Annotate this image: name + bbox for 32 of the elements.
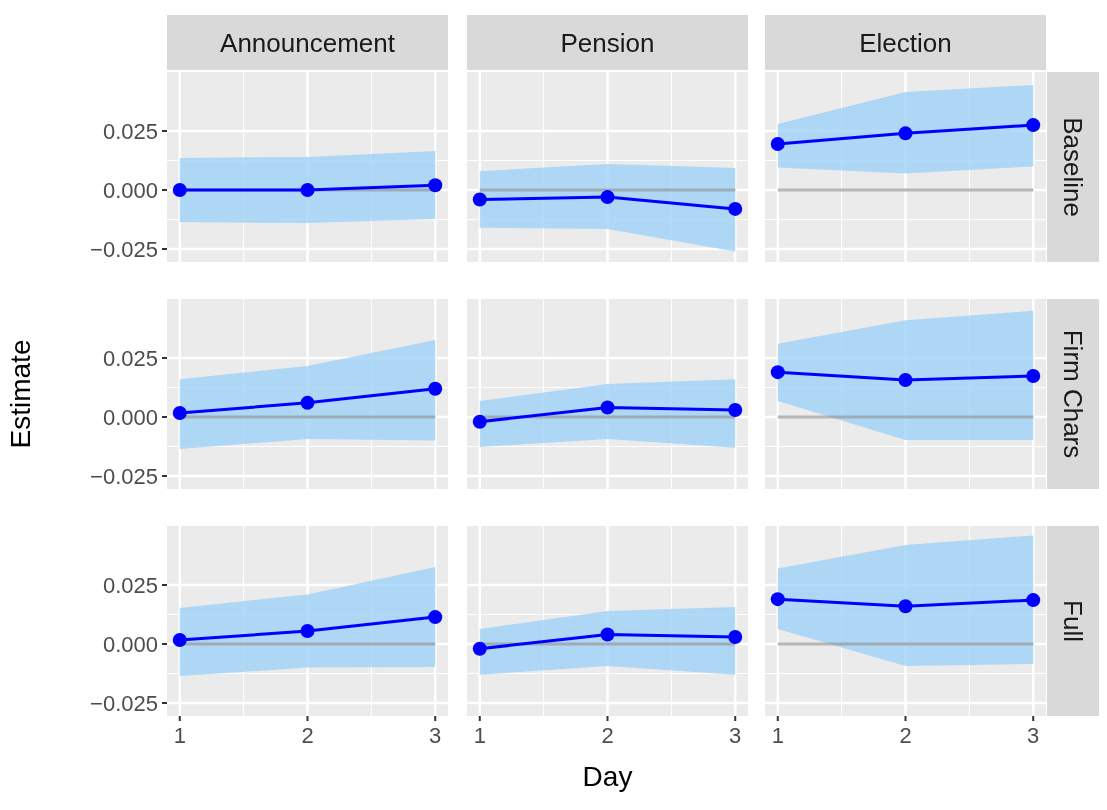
x-tick-label: 3 bbox=[429, 723, 442, 748]
y-axis-title: Estimate bbox=[5, 339, 36, 449]
y-tick-label: −0.025 bbox=[90, 463, 158, 489]
x-tick-label: 1 bbox=[173, 723, 186, 748]
x-tick-label: 2 bbox=[301, 723, 314, 748]
y-tick-label: 0.025 bbox=[102, 572, 158, 598]
x-tick-label: 1 bbox=[473, 723, 486, 748]
y2-axis-title: Full bbox=[1058, 600, 1088, 642]
point bbox=[172, 633, 187, 647]
x-tick-label: 2 bbox=[899, 723, 912, 748]
point bbox=[428, 610, 443, 625]
point bbox=[300, 624, 315, 639]
x-axis-title: Day bbox=[582, 761, 633, 792]
x-tick-label: 3 bbox=[1027, 723, 1040, 748]
point bbox=[428, 381, 443, 396]
x-tick-label: 3 bbox=[729, 723, 742, 748]
chart-title: Election bbox=[859, 28, 952, 58]
y-tick-label: −0.025 bbox=[90, 690, 158, 716]
y-tick-label: 0.000 bbox=[102, 631, 158, 657]
y-tick-label: 0.025 bbox=[102, 345, 158, 371]
chart-title: Pension bbox=[560, 28, 655, 58]
chart-title: Announcement bbox=[220, 28, 396, 58]
x-tick-label: 2 bbox=[601, 723, 614, 748]
y-tick-label: 0.000 bbox=[102, 404, 158, 430]
x-tick-label: 1 bbox=[771, 723, 784, 748]
point bbox=[172, 406, 187, 420]
y2-axis-title: Firm Chars bbox=[1058, 329, 1088, 459]
y-tick-label: −0.025 bbox=[90, 236, 158, 262]
y-tick-label: 0.000 bbox=[102, 177, 158, 203]
y-tick-label: 0.025 bbox=[102, 118, 158, 144]
point bbox=[300, 395, 315, 410]
y2-axis-title: Baseline bbox=[1058, 117, 1088, 217]
